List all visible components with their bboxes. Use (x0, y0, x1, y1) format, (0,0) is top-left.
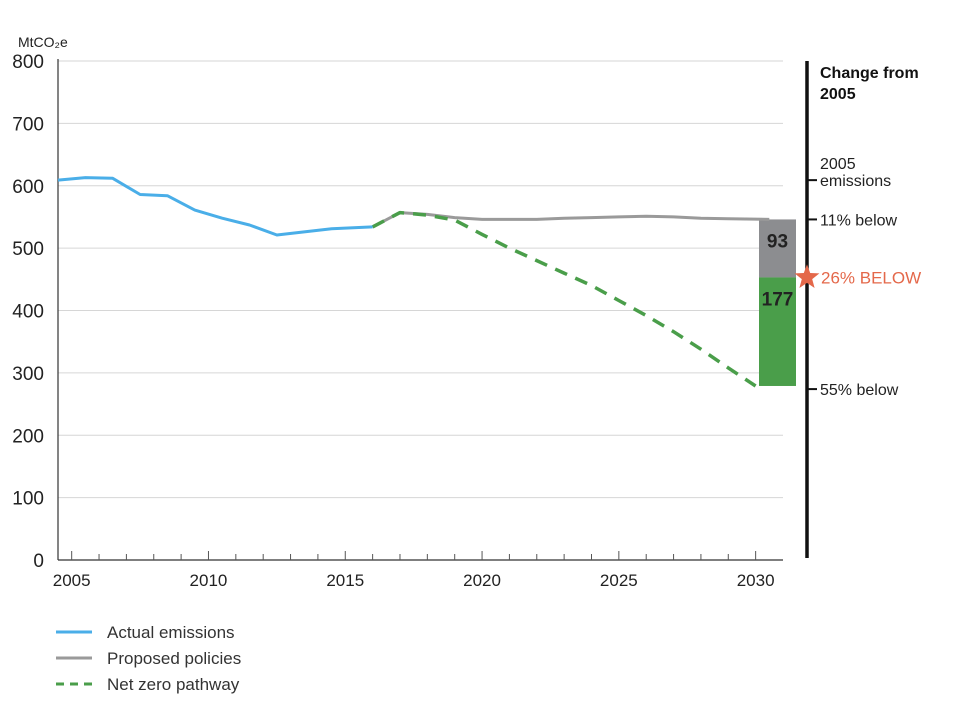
y-tick-label: 800 (12, 52, 44, 73)
x-tick-label: 2010 (190, 571, 228, 590)
y-tick-label: 100 (12, 489, 44, 510)
y-tick-label: 200 (12, 426, 44, 447)
legend: Actual emissions Proposed policies Net zer… (56, 623, 241, 694)
x-tick-label: 2025 (600, 571, 638, 590)
side-scale-label: 11% below (820, 212, 898, 229)
y-tick-label: 700 (12, 114, 44, 135)
side-scale-title: Change from (820, 65, 919, 82)
side-scale-label: 55% below (820, 382, 899, 399)
side-scale-title: 2005 (820, 86, 856, 103)
x-tick-label: 2030 (737, 571, 775, 590)
series-line-actual-emissions (57, 176, 373, 237)
y-tick-label: 400 (12, 302, 44, 323)
side-scale-label: 2005 (820, 156, 856, 173)
y-tick-label: 600 (12, 177, 44, 198)
x-tick-label: 2005 (53, 571, 91, 590)
series-layer (57, 176, 770, 388)
x-tick-label: 2020 (463, 571, 501, 590)
gap-bar-label: 177 (762, 289, 794, 310)
y-tick-label: 500 (12, 239, 44, 260)
x-tick-label: 2015 (326, 571, 364, 590)
y-tick-label: 300 (12, 364, 44, 385)
gap-bar-label: 93 (767, 231, 788, 252)
series-line-proposed-policies (371, 211, 770, 229)
target-label: 26% BELOW (821, 268, 921, 287)
legend-label: Proposed policies (107, 649, 241, 668)
axis-layer: MtCO₂e 0 100 200 300 400 500 600 700 800 2005 2010 2… (12, 34, 783, 590)
y-unit-label: MtCO₂e (18, 34, 68, 50)
target-star-icon (794, 264, 820, 288)
y-tick-label: 0 (33, 551, 44, 572)
gap-bar-93 (759, 219, 796, 278)
grid-layer (58, 60, 783, 499)
series-line-net-zero-pathway (371, 210, 757, 388)
side-scale-label: emissions (820, 173, 891, 190)
legend-label: Actual emissions (107, 623, 235, 642)
legend-label: Net zero pathway (107, 675, 240, 694)
gap-bar-177 (759, 277, 796, 386)
bar-layer: 93 177 (759, 219, 796, 386)
